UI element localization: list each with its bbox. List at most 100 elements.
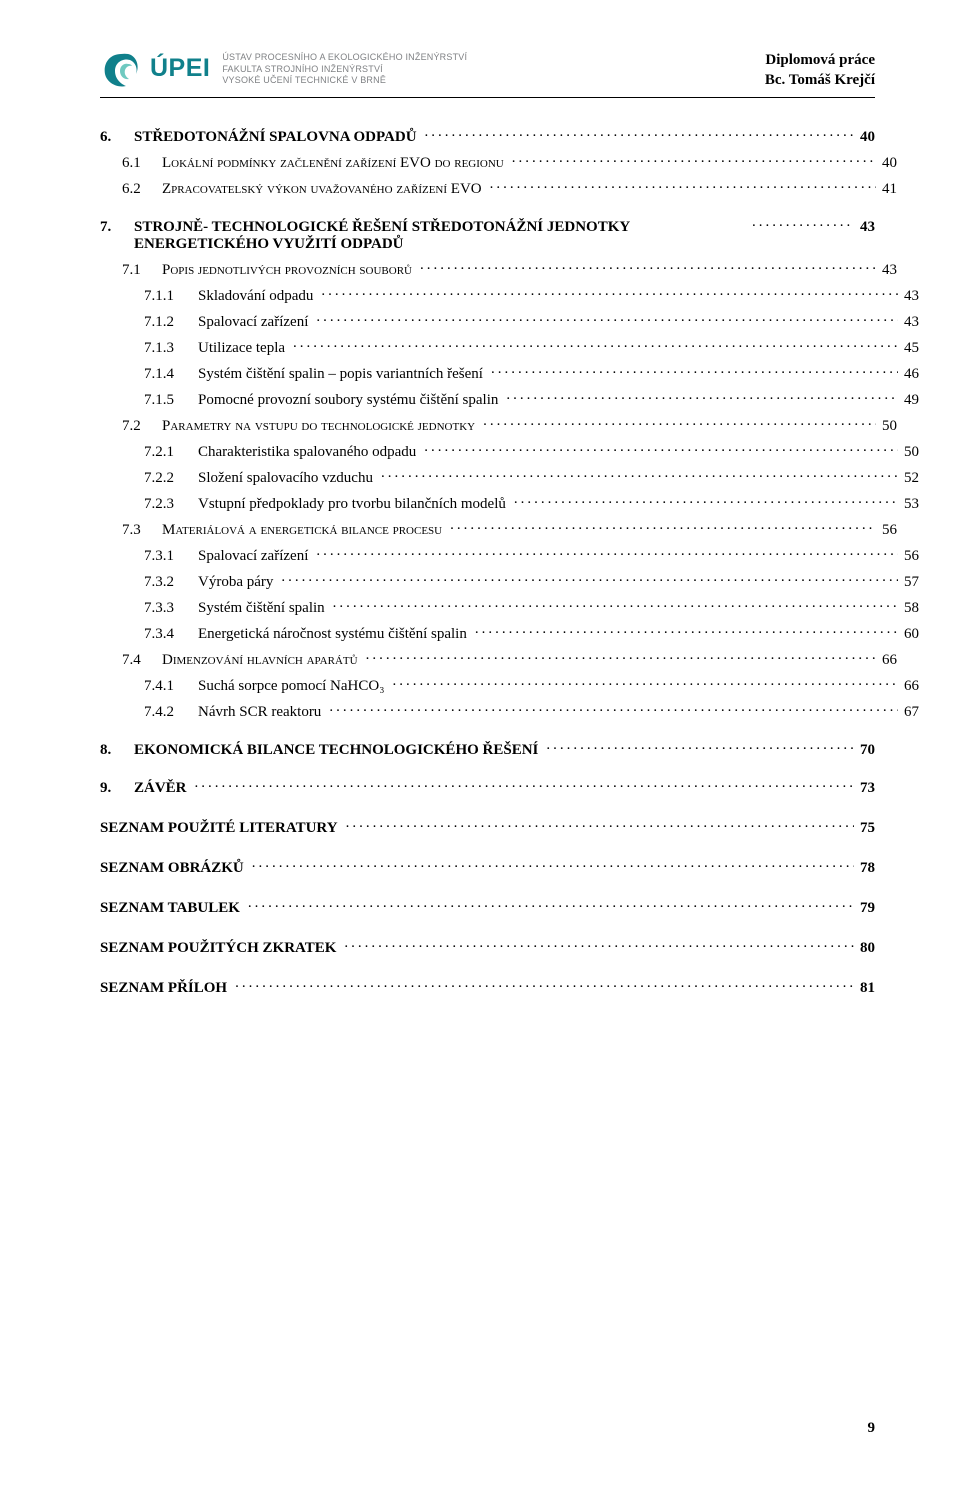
toc-entry-page: 50 (902, 444, 919, 461)
toc-entry: 6.2Zpracovatelský výkon uvažovaného zaří… (100, 178, 897, 198)
toc-leader (475, 623, 898, 638)
toc-leader (195, 777, 854, 792)
toc-entry-title: Utilizace tepla (198, 340, 289, 357)
toc-entry: SEZNAM POUŽITÉ LITERATURY75 (100, 817, 875, 837)
toc-entry-page: 40 (858, 129, 875, 146)
toc-entry-number: 7.2 (122, 418, 162, 435)
toc-entry-number: 7.4 (122, 652, 162, 669)
toc-leader (483, 415, 876, 430)
toc-leader (344, 937, 854, 952)
toc-entry-title: Parametry na vstupu do technologické jed… (162, 418, 479, 435)
toc-entry-page: 79 (858, 900, 875, 917)
toc-entry-page: 80 (858, 940, 875, 957)
toc-entry-title: Vstupní předpoklady pro tvorbu bilančníc… (198, 496, 510, 513)
toc-entry: 7.1.1Skladování odpadu43 (100, 285, 919, 305)
toc-entry: 7.3Materiálová a energetická bilance pro… (100, 519, 897, 539)
toc-leader (514, 493, 898, 508)
toc-leader (321, 285, 898, 300)
toc-entry-title: Návrh SCR reaktoru (198, 704, 325, 721)
toc-entry-title: Popis jednotlivých provozních souborů (162, 262, 416, 279)
upei-logo-icon (100, 50, 142, 90)
toc-entry-page: 60 (902, 626, 919, 643)
toc-entry: SEZNAM OBRÁZKŮ 78 (100, 857, 875, 877)
toc-leader (281, 571, 898, 586)
header-left: ÚPEI ÚSTAV PROCESNÍHO A EKOLOGICKÉHO INŽ… (100, 50, 467, 90)
toc-leader (490, 178, 876, 193)
toc-entry-page: 81 (858, 980, 875, 997)
toc-entry-number: 7.2.1 (144, 444, 198, 461)
page-number: 9 (868, 1420, 876, 1437)
toc-entry-number: 7.4.2 (144, 704, 198, 721)
toc-entry-page: 70 (858, 742, 875, 759)
toc-entry-number: 6.2 (122, 181, 162, 198)
toc-leader (752, 216, 854, 231)
toc-entry-title: Suchá sorpce pomocí NaHCO₃ (198, 678, 388, 695)
toc-entry-page: 41 (880, 181, 897, 198)
toc-entry-title: SEZNAM TABULEK (100, 900, 244, 917)
toc-entry-page: 66 (880, 652, 897, 669)
upei-wordmark: ÚPEI (150, 56, 210, 81)
toc-entry-number: 6. (100, 129, 134, 146)
toc-entry-page: 56 (902, 548, 919, 565)
toc-entry: 7.2.3Vstupní předpoklady pro tvorbu bila… (100, 493, 919, 513)
toc-entry: 6.1Lokální podmínky začlenění zařízení E… (100, 152, 897, 172)
header-right: Diplomová práce Bc. Tomáš Krejčí (765, 50, 875, 91)
toc-entry-title: Spalovací zařízení (198, 548, 312, 565)
toc-entry-title: Spalovací zařízení (198, 314, 312, 331)
toc-entry-number: 6.1 (122, 155, 162, 172)
toc-entry-number: 7.1.3 (144, 340, 198, 357)
toc-entry-page: 78 (858, 860, 875, 877)
toc-entry-title: STŘEDOTONÁŽNÍ SPALOVNA ODPADŮ (134, 129, 421, 146)
toc-entry-title: Skladování odpadu (198, 288, 317, 305)
toc-entry-page: 49 (902, 392, 919, 409)
toc-entry-page: 45 (902, 340, 919, 357)
toc-entry-number: 7.1.1 (144, 288, 198, 305)
toc-entry: SEZNAM POUŽITÝCH ZKRATEK80 (100, 937, 875, 957)
thesis-label: Diplomová práce (765, 50, 875, 70)
table-of-contents: 6.STŘEDOTONÁŽNÍ SPALOVNA ODPADŮ 40 6.1Loká… (100, 126, 875, 997)
toc-entry: 7.2Parametry na vstupu do technologické … (100, 415, 897, 435)
toc-entry-page: 75 (858, 820, 875, 837)
toc-entry-number: 7.2.3 (144, 496, 198, 513)
institute-line-1: ÚSTAV PROCESNÍHO A EKOLOGICKÉHO INŽENÝRS… (222, 52, 467, 64)
toc-leader (381, 467, 898, 482)
toc-leader (252, 857, 854, 872)
toc-entry-title: Systém čištění spalin (198, 600, 329, 617)
toc-entry: 7.1.2Spalovací zařízení43 (100, 311, 919, 331)
toc-entry-title: Pomocné provozní soubory systému čištění… (198, 392, 502, 409)
toc-entry-page: 53 (902, 496, 919, 513)
toc-leader (420, 259, 876, 274)
toc-entry-number: 9. (100, 780, 134, 797)
toc-entry-title: Výroba páry (198, 574, 277, 591)
institute-line-2: FAKULTA STROJNÍHO INŽENÝRSTVÍ (222, 64, 467, 76)
page-header: ÚPEI ÚSTAV PROCESNÍHO A EKOLOGICKÉHO INŽ… (100, 50, 875, 98)
toc-entry-title: STROJNĚ- TECHNOLOGICKÉ ŘEŠENÍ STŘEDOTONÁ… (134, 219, 748, 253)
toc-entry-page: 67 (902, 704, 919, 721)
toc-leader (333, 597, 898, 612)
toc-entry: 7.3.1Spalovací zařízení56 (100, 545, 919, 565)
toc-leader (316, 311, 898, 326)
toc-entry-page: 50 (880, 418, 897, 435)
toc-entry: 7.3.2Výroba páry57 (100, 571, 919, 591)
toc-leader (424, 441, 898, 456)
toc-entry-title: Zpracovatelský výkon uvažovaného zařízen… (162, 181, 486, 198)
toc-entry-title: Složení spalovacího vzduchu (198, 470, 377, 487)
toc-entry-page: 52 (902, 470, 919, 487)
toc-entry-title: SEZNAM OBRÁZKŮ (100, 860, 248, 877)
toc-entry-title: Lokální podmínky začlenění zařízení EVO … (162, 155, 508, 172)
toc-entry-number: 7.1.4 (144, 366, 198, 383)
toc-leader (329, 701, 898, 716)
toc-entry-number: 7.1.2 (144, 314, 198, 331)
toc-leader (235, 977, 854, 992)
toc-leader (248, 897, 854, 912)
toc-entry-number: 7.1.5 (144, 392, 198, 409)
toc-entry: 7.1.3Utilizace tepla 45 (100, 337, 919, 357)
toc-entry-page: 46 (902, 366, 919, 383)
toc-leader (491, 363, 898, 378)
toc-leader (450, 519, 876, 534)
toc-entry-page: 43 (858, 219, 875, 236)
toc-entry-title: Dimenzování hlavních aparátů (162, 652, 362, 669)
toc-entry: 8.EKONOMICKÁ BILANCE TECHNOLOGICKÉHO ŘEŠ… (100, 739, 875, 759)
author-name: Bc. Tomáš Krejčí (765, 70, 875, 90)
institute-line-3: VYSOKÉ UČENÍ TECHNICKÉ V BRNĚ (222, 75, 467, 87)
